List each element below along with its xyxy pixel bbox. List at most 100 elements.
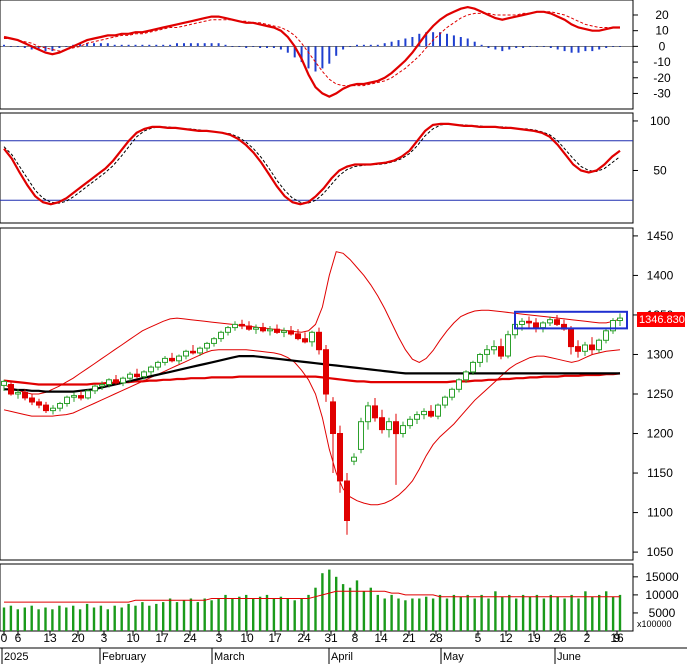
volume-bar <box>44 607 47 631</box>
macd-histogram-bar <box>321 46 324 69</box>
volume-bar <box>563 598 566 631</box>
volume-y-tick-label: 10000 <box>645 588 679 602</box>
candlestick <box>43 404 49 412</box>
volume-bar <box>480 594 483 631</box>
volume-bar <box>556 596 559 631</box>
volume-bar <box>252 598 255 631</box>
candlestick <box>554 319 560 325</box>
macd-histogram-bar <box>362 44 365 47</box>
candlestick <box>232 323 238 329</box>
macd-histogram-bar <box>30 46 33 50</box>
last-price-label: 1346.830 <box>639 314 685 326</box>
volume-bar <box>189 598 193 631</box>
volume-bar <box>99 605 103 631</box>
volume-bar <box>162 602 165 631</box>
volume-bar <box>521 594 525 631</box>
candlestick <box>575 346 581 352</box>
candlestick <box>288 330 294 335</box>
x-day-tick-label: 3 <box>101 631 108 645</box>
candlestick <box>407 418 413 427</box>
candlestick <box>141 371 147 378</box>
macd-histogram-bar <box>605 46 608 48</box>
bollinger-lower-band <box>3 349 621 506</box>
volume-bar <box>37 609 40 631</box>
candlestick <box>197 347 203 354</box>
macd-histogram-bar <box>529 46 531 47</box>
volume-bar <box>141 602 144 631</box>
macd-histogram-bar <box>9 46 12 47</box>
macd-histogram-bar <box>494 46 497 50</box>
last-price-tag: 1346.830 <box>637 312 685 327</box>
volume-bar <box>390 594 393 631</box>
candlestick <box>78 395 84 399</box>
candlestick <box>1 380 7 386</box>
macd-histogram-bar <box>37 46 40 50</box>
volume-bar <box>127 603 130 631</box>
candlestick <box>484 349 490 355</box>
volume-bar <box>494 591 497 631</box>
volume-bar <box>577 598 580 631</box>
x-day-tick-label: 8 <box>352 631 359 645</box>
volume-bar <box>175 602 179 631</box>
macd-histogram-bar <box>217 43 220 47</box>
price-y-tick-label: 1450 <box>647 229 674 243</box>
bollinger-upper-band <box>3 251 621 395</box>
volume-bar <box>307 594 310 631</box>
x-day-tick-label: 28 <box>429 631 443 645</box>
volume-bar <box>314 587 317 631</box>
price-y-tick-label: 1150 <box>647 466 673 480</box>
volume-bar <box>58 605 61 631</box>
candlestick <box>162 357 168 363</box>
macd-histogram-bar <box>584 46 587 52</box>
x-day-tick-label: 24 <box>297 631 311 645</box>
x-day-tick-label: 10 <box>240 631 254 645</box>
volume-bar <box>51 609 54 631</box>
macd-histogram-bar <box>335 46 338 56</box>
price-y-tick-label: 1050 <box>647 545 674 559</box>
volume-y-tick-label: 15000 <box>645 570 679 584</box>
price-panel: 105011001150120012501300135014001450 134… <box>0 227 685 561</box>
candlestick <box>540 322 546 329</box>
macd-histogram-bar <box>349 46 352 47</box>
volume-bar <box>411 598 414 631</box>
candlestick <box>330 401 336 434</box>
candlestick <box>50 407 56 412</box>
volume-bar <box>217 598 220 631</box>
candlestick <box>274 328 280 333</box>
candlestick <box>526 320 532 324</box>
candlestick <box>120 377 126 384</box>
macd-histogram-bar <box>542 46 545 47</box>
volume-unit-label: x100000 <box>637 619 672 629</box>
candlestick <box>617 317 623 322</box>
volume-bar <box>341 584 345 631</box>
volume-bar <box>598 594 601 631</box>
candlestick <box>442 396 448 406</box>
x-day-tick-label: 21 <box>402 631 416 645</box>
macd-histogram-bar <box>86 43 89 47</box>
candlestick <box>449 388 455 398</box>
price-y-tick-label: 1100 <box>647 506 673 520</box>
candlestick <box>148 366 154 373</box>
x-day-tick-label: 5 <box>475 631 482 645</box>
macd-histogram-bar <box>79 43 82 47</box>
macd-histogram-bar <box>127 44 130 47</box>
volume-bar <box>431 598 435 631</box>
macd-histogram-bar <box>65 46 68 47</box>
volume-bar <box>224 594 227 631</box>
macd-histogram-bar <box>556 46 559 50</box>
volume-bar <box>155 603 158 631</box>
candlestick <box>505 334 511 357</box>
candlestick <box>295 333 301 340</box>
volume-bar <box>148 605 151 631</box>
candlestick <box>393 421 399 435</box>
x-month-label: February <box>102 651 147 663</box>
x-day-tick-label: 19 <box>527 631 541 645</box>
candlestick <box>533 322 539 329</box>
candlestick <box>29 397 35 403</box>
volume-bar <box>459 596 462 631</box>
candlestick <box>302 338 308 343</box>
x-day-tick-label: 26 <box>553 631 567 645</box>
candlestick <box>463 371 469 381</box>
x-axis: 0 6 13 20 3 10 17 24 3 10 17 24 31 8 14 21 28 5 12 19 26 2 916… <box>0 631 687 664</box>
